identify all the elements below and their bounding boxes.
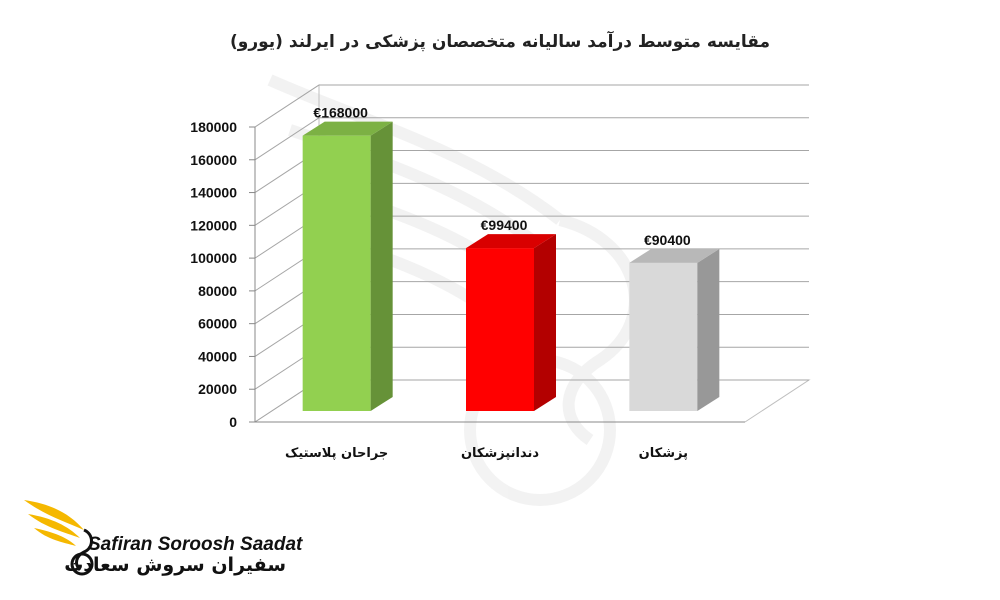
y-tick-label: 120000 — [190, 217, 237, 233]
x-category-label: جراحان پلاستیک — [285, 446, 388, 461]
bar-front — [466, 248, 534, 411]
axis-layer: 0 20000 40000 60000 80000 100000 120000 140000 1… — [190, 119, 745, 430]
brand-name-english: Safiran Soroosh Saadat — [88, 534, 303, 555]
x-category-label: پزشکان — [639, 446, 688, 461]
data-label: €90400 — [644, 232, 691, 248]
chart-title: مقایسه متوسط درآمد سالیانه متخصصان پزشکی… — [230, 32, 770, 52]
bar-top — [466, 234, 556, 249]
data-label: €99400 — [481, 217, 528, 233]
y-tick-label: 160000 — [190, 152, 237, 168]
y-tick-label: 40000 — [198, 348, 237, 364]
bars-layer — [302, 121, 720, 412]
y-tick-label: 60000 — [198, 316, 237, 332]
bar-side — [534, 234, 556, 411]
gridline — [254, 117, 809, 161]
brand-name-persian: سفیران سروش سعادت — [64, 554, 286, 576]
bar — [302, 121, 393, 412]
bar — [629, 248, 720, 411]
brand-logo-icon — [24, 500, 94, 576]
y-tick-label: 100000 — [190, 250, 237, 266]
y-tick-label: 80000 — [198, 283, 237, 299]
bar-top — [302, 121, 393, 136]
bar-front — [302, 135, 371, 411]
bar-top — [629, 248, 720, 263]
y-tick-label: 0 — [229, 414, 237, 430]
bar — [466, 234, 556, 411]
labels-layer: €168000 جراحان پلاستیک €99400 دندانپزشکان €9… — [285, 105, 691, 461]
bar-side — [370, 121, 393, 412]
data-label: €168000 — [313, 105, 368, 121]
bar-side — [697, 248, 720, 411]
y-tick-label: 140000 — [190, 185, 237, 201]
bar-front — [629, 262, 698, 411]
x-category-label: دندانپزشکان — [461, 446, 539, 461]
y-tick-label: 180000 — [190, 119, 237, 135]
gridline — [254, 84, 809, 128]
y-tick-label: 20000 — [198, 381, 237, 397]
